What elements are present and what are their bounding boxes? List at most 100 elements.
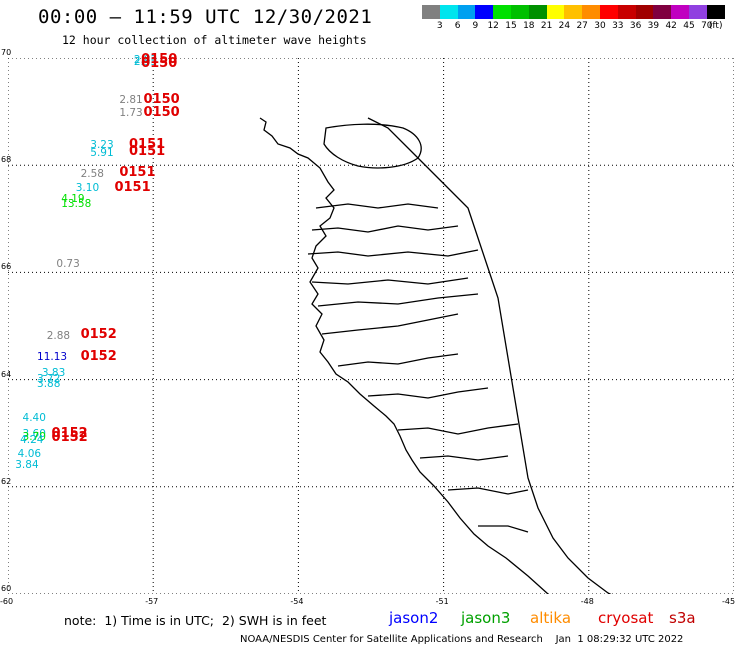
wave-height-value: 3.72 — [37, 372, 61, 385]
color-swatch — [457, 5, 476, 19]
pass-time-label: 0150 — [143, 105, 180, 121]
color-swatch — [582, 5, 600, 19]
color-swatch — [617, 5, 636, 19]
lat-lon-grid — [8, 58, 734, 594]
wave-height-value: 13.58 — [61, 197, 92, 210]
fjord-4 — [311, 277, 469, 285]
color-scale-label: 6 — [454, 21, 461, 31]
fjord-12 — [478, 525, 529, 533]
fjord-2 — [311, 225, 459, 233]
fjord-1 — [315, 203, 439, 209]
color-swatch — [599, 5, 618, 19]
pass-time-label: 0152 — [51, 430, 88, 446]
wave-height-value: 3.70 — [22, 430, 46, 443]
color-scale-bar — [422, 5, 725, 19]
color-scale-label: 18 — [523, 21, 535, 31]
wave-height-value: 4.40 — [22, 412, 46, 425]
wave-height-value: 1.73 — [119, 106, 143, 119]
wave-height-value: 3.88 — [37, 377, 61, 390]
wave-height-value: 3.84 — [15, 459, 39, 472]
color-scale-labels: 3 6 9 12 15 18 21 24 27 30 33 36 39 42 45 70 (ft) — [422, 21, 740, 33]
wave-height-value: 11.13 — [37, 351, 68, 364]
color-scale-label: 21 — [540, 21, 553, 31]
longitude-tick-label: -51 — [435, 597, 449, 606]
wave-height-value: 4.06 — [17, 447, 42, 460]
color-swatch — [653, 5, 672, 19]
pass-time-label: 0152 — [80, 327, 117, 343]
satellite-legend-item: jason3 — [461, 609, 511, 627]
ice-boundary — [323, 123, 422, 169]
color-scale-label: 27 — [576, 21, 588, 31]
pass-time-label: 0152 — [51, 426, 88, 442]
map-plot — [8, 58, 734, 594]
color-swatch — [493, 5, 511, 19]
greenland-coastline — [259, 117, 612, 594]
longitude-tick-label: -45 — [722, 597, 736, 606]
fjord-6 — [321, 313, 459, 335]
satellite-legend-item: jason2 — [389, 609, 439, 627]
wave-height-value: 3.10 — [75, 181, 100, 194]
color-scale-label: 36 — [629, 21, 642, 31]
wave-height-value: 2.81 — [119, 93, 143, 106]
longitude-tick-label: -60 — [0, 597, 14, 606]
color-swatch — [439, 5, 458, 19]
color-scale-label: 9 — [472, 21, 479, 31]
wave-height-value: 4.24 — [20, 433, 44, 446]
color-scale-label: 45 — [683, 21, 695, 31]
satellite-legend-item: cryosat — [598, 609, 654, 627]
wave-height-value: 3.83 — [41, 367, 66, 380]
color-scale-label: (ft) — [708, 21, 723, 31]
fjord-7 — [337, 353, 459, 367]
color-scale-label: 12 — [487, 21, 499, 31]
latitude-tick-label: 66 — [1, 262, 12, 272]
coastline-inland — [367, 117, 612, 594]
page-title: 00:00 – 11:59 UTC 12/30/2021 — [38, 6, 373, 28]
color-scale-label: 42 — [665, 21, 677, 31]
wave-height-value: 2.88 — [46, 329, 71, 342]
color-swatch — [475, 5, 494, 19]
wave-height-value: 2.58 — [80, 167, 104, 180]
longitude-tick-label: -48 — [580, 597, 594, 606]
color-swatch — [528, 5, 547, 19]
color-swatch — [546, 5, 565, 19]
wave-height-value: 2.35 — [133, 56, 158, 69]
wave-height-value: 3.60 — [22, 428, 46, 441]
wave-height-value: 3.23 — [90, 138, 114, 151]
page-subtitle: 12 hour collection of altimeter wave hei… — [62, 33, 367, 47]
fjord-11 — [447, 487, 529, 495]
pass-time-label: 0150 — [141, 52, 178, 68]
wave-height-value: 4.19 — [61, 192, 85, 205]
pass-time-label: 0150 — [141, 56, 178, 72]
pass-time-label: 0151 — [129, 136, 166, 152]
latitude-tick-label: 64 — [1, 369, 12, 379]
color-scale-label: 33 — [612, 21, 624, 31]
pass-time-label: 0151 — [114, 179, 151, 195]
credit-line: NOAA/NESDIS Center for Satellite Applica… — [240, 634, 684, 645]
longitude-tick-label: -54 — [290, 597, 304, 606]
wave-height-value: 0.73 — [56, 258, 80, 271]
fjord-10 — [419, 455, 509, 461]
color-scale-label: 3 — [436, 21, 443, 31]
color-swatch — [671, 5, 689, 19]
wave-height-value: 5.91 — [90, 146, 114, 159]
satellite-legend-item: s3a — [669, 609, 696, 627]
fjord-8 — [367, 387, 489, 399]
color-swatch — [510, 5, 529, 19]
pass-time-label: 0152 — [80, 349, 117, 365]
latitude-tick-label: 60 — [1, 584, 12, 593]
fjord-5 — [317, 293, 479, 307]
latitude-tick-label: 70 — [1, 48, 12, 57]
pass-time-label: 0151 — [129, 144, 166, 160]
color-swatch — [422, 5, 440, 19]
color-swatch — [688, 5, 707, 19]
coastline-main — [259, 117, 550, 594]
satellite-legend-item: altika — [530, 609, 572, 627]
pass-time-label: 0150 — [143, 91, 180, 107]
latitude-tick-label: 68 — [1, 155, 12, 165]
color-swatch — [564, 5, 583, 19]
footer-note: note: 1) Time is in UTC; 2) SWH is in fe… — [64, 613, 327, 628]
fjord-9 — [397, 423, 519, 435]
longitude-tick-label: -57 — [145, 597, 159, 606]
fjord-3 — [307, 249, 479, 257]
color-swatch — [706, 5, 725, 19]
